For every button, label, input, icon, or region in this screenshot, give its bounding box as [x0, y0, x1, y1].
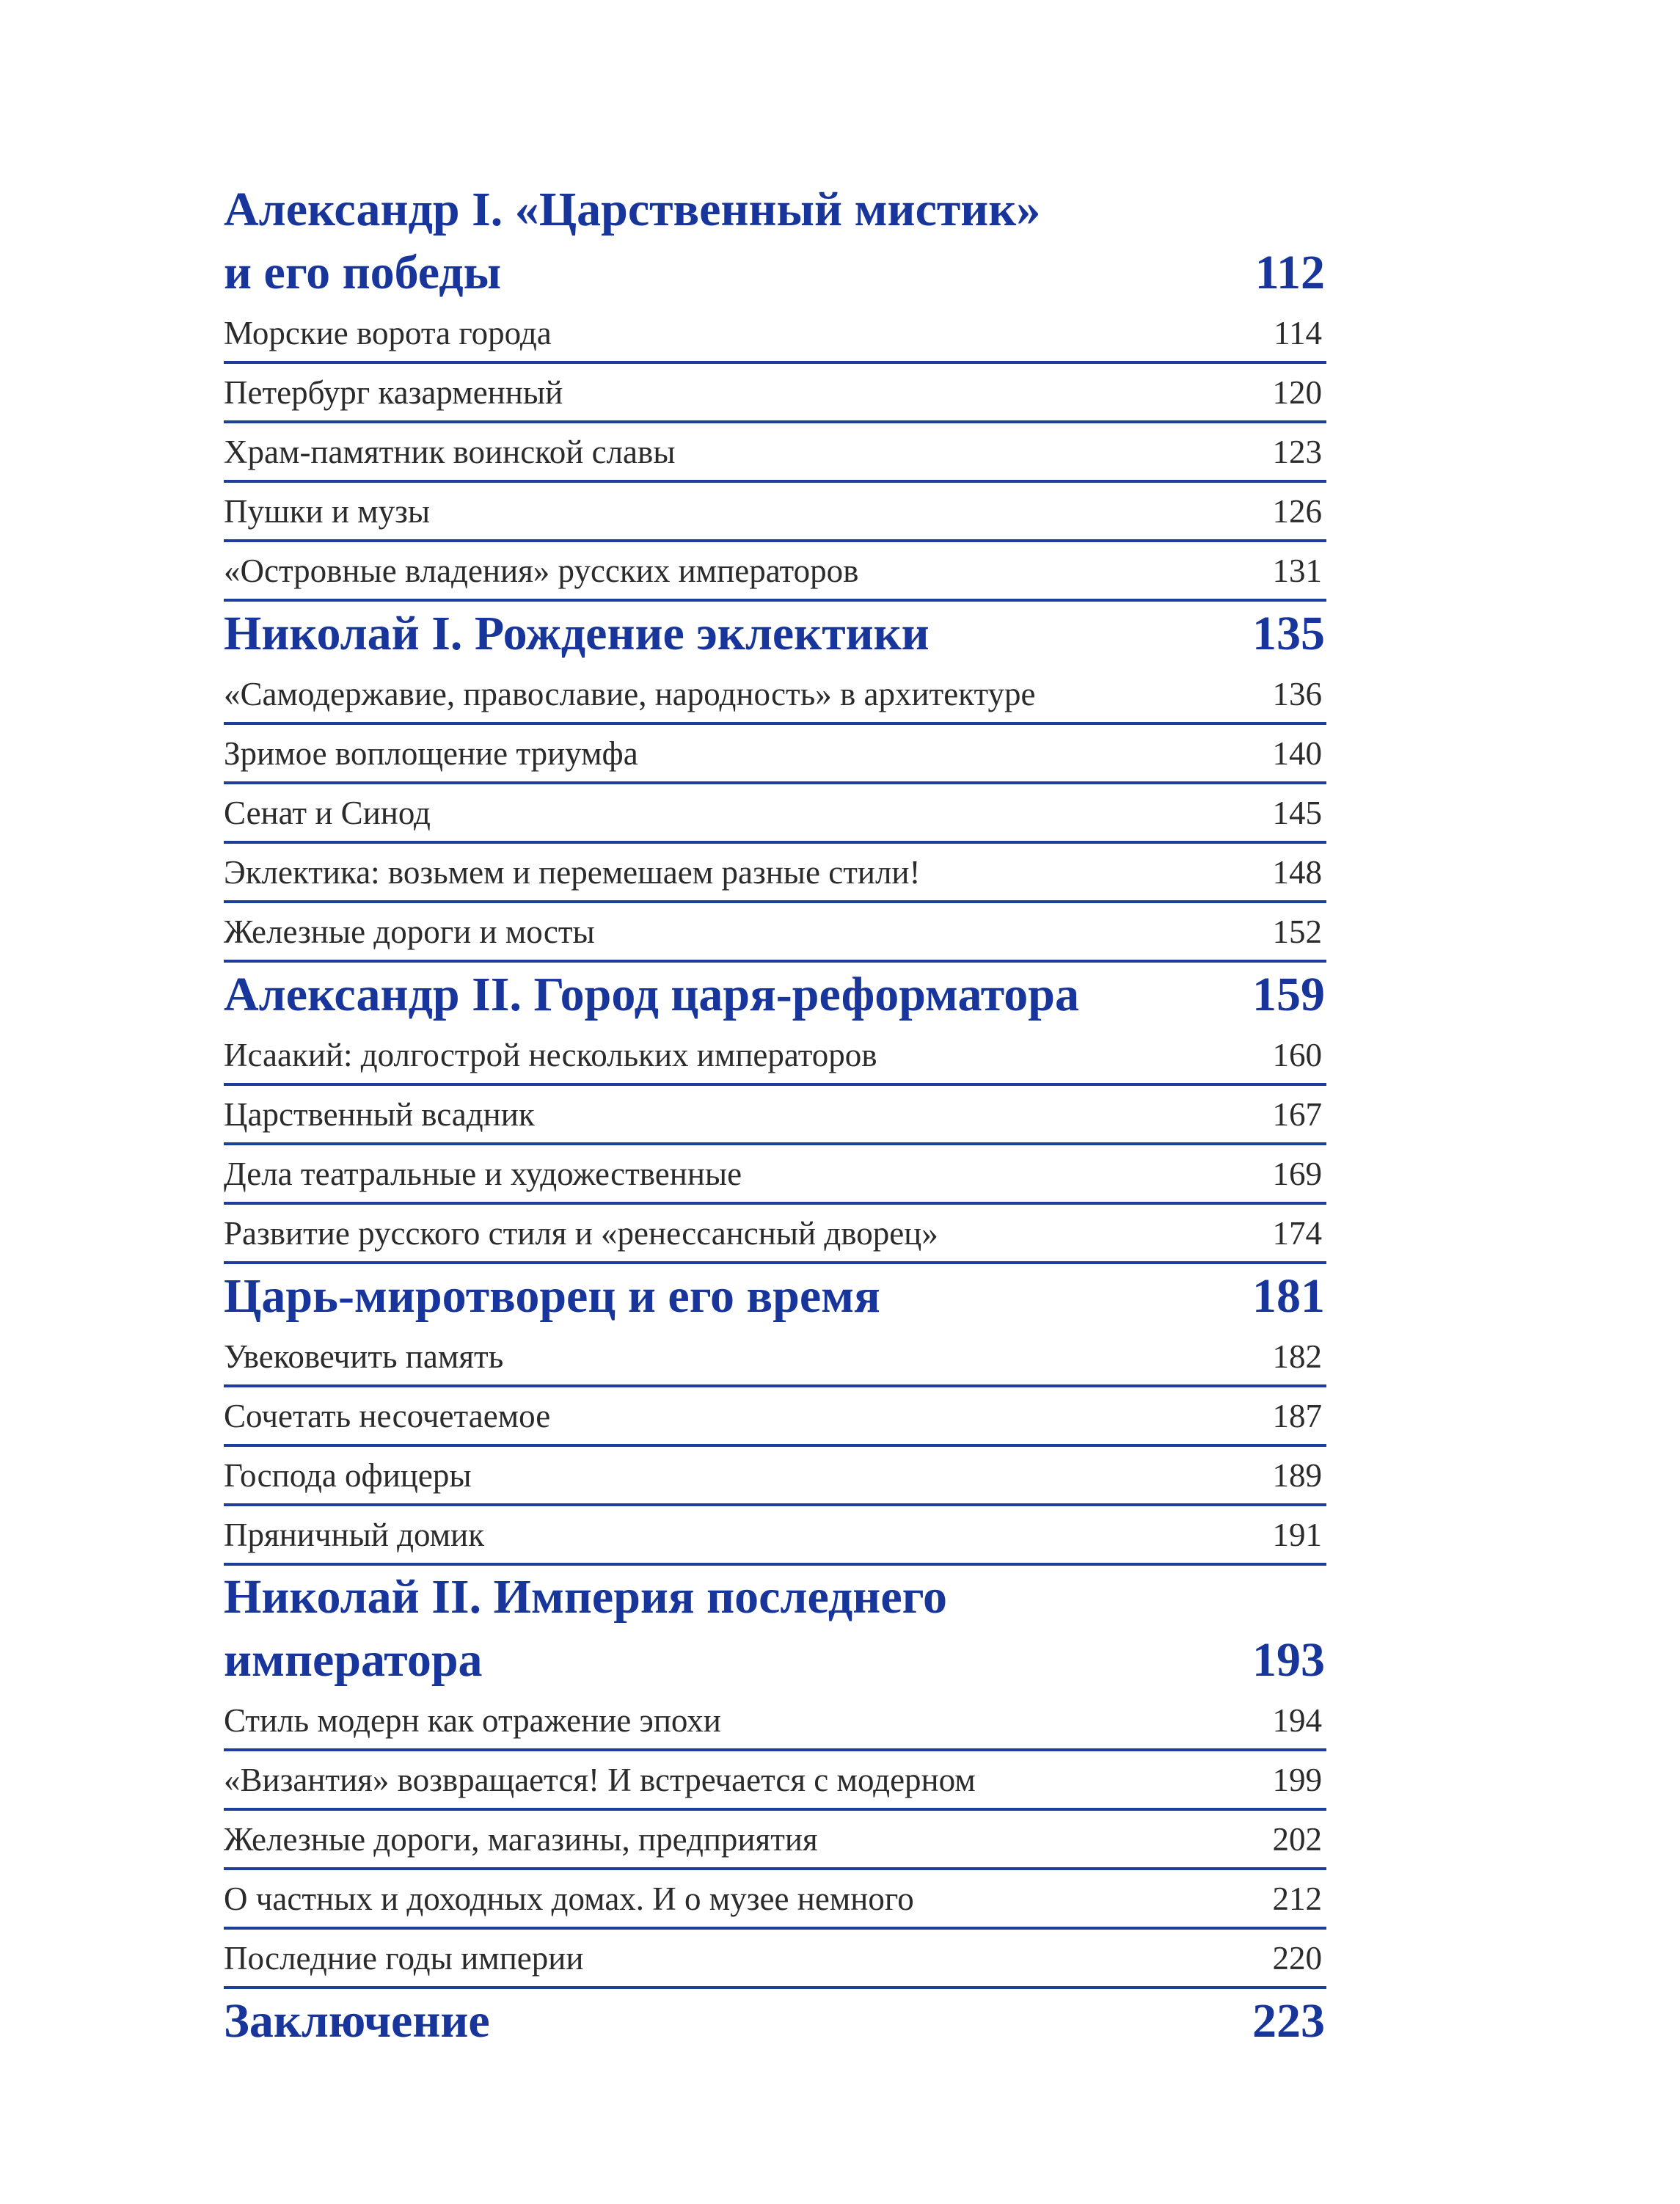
entry-page: 189 [1272, 1456, 1323, 1494]
chapter-heading: Николай I. Рождение эклектики 135 [224, 602, 1326, 665]
entry-page: 152 [1272, 913, 1323, 950]
entry-title: Увековечить память [224, 1338, 504, 1375]
entry-title: Сочетать несочетаемое [224, 1397, 551, 1434]
entry-page: 191 [1272, 1516, 1323, 1553]
entry-title: Дела театральные и художественные [224, 1155, 742, 1192]
entry-page: 212 [1272, 1880, 1323, 1917]
entry-title: Пряничный домик [224, 1516, 485, 1553]
entry-title: Петербург казарменный [224, 373, 563, 411]
toc-entry: Эклектика: возьмем и перемешаем разные с… [224, 844, 1326, 903]
entry-page: 140 [1272, 734, 1323, 772]
chapter-page: 193 [1252, 1633, 1325, 1687]
toc-entry: Дела театральные и художественные 169 [224, 1145, 1326, 1205]
entry-page: 182 [1272, 1338, 1323, 1375]
entry-page: 199 [1272, 1761, 1323, 1798]
entry-page: 174 [1272, 1214, 1323, 1252]
entry-title: Храм-памятник воинской славы [224, 433, 676, 470]
toc-entry: «Островные владения» русских императоров… [224, 542, 1326, 602]
toc-entry: Увековечить память 182 [224, 1328, 1326, 1387]
toc-entry: «Византия» возвращается! И встречается с… [224, 1751, 1326, 1811]
entry-title: Железные дороги и мосты [224, 913, 595, 950]
entry-title: Морские ворота города [224, 314, 552, 351]
toc-entry: Исаакий: долгострой нескольких император… [224, 1026, 1326, 1086]
entry-page: 194 [1272, 1701, 1323, 1739]
toc-entry: Развитие русского стиля и «ренессансный … [224, 1205, 1326, 1264]
chapter-title: Николай II. Империя последнего император… [224, 1570, 947, 1687]
chapter-title: Царь-миротворец и его время [224, 1269, 880, 1323]
toc-entry: Пряничный домик 191 [224, 1506, 1326, 1566]
entry-title: Зримое воплощение триумфа [224, 734, 638, 772]
entry-page: 187 [1272, 1397, 1323, 1434]
toc-entry: Храм-памятник воинской славы 123 [224, 423, 1326, 483]
entry-title: «Островные владения» русских императоров [224, 552, 859, 589]
toc-entry: Пушки и музы 126 [224, 483, 1326, 542]
entry-page: 145 [1272, 794, 1323, 831]
toc-entry: Последние годы империи 220 [224, 1930, 1326, 1989]
entry-page: 202 [1272, 1820, 1323, 1858]
entry-title: О частных и доходных домах. И о музее не… [224, 1880, 914, 1917]
table-of-contents: Александр I. «Царственный мистик» и его … [224, 178, 1326, 2053]
entry-page: 160 [1272, 1036, 1323, 1073]
toc-entry: Железные дороги, магазины, предприятия 20… [224, 1811, 1326, 1870]
entry-page: 114 [1274, 314, 1322, 351]
entry-title: Стиль модерн как отражение эпохи [224, 1701, 721, 1739]
toc-entry: Царственный всадник 167 [224, 1086, 1326, 1145]
entry-page: 131 [1272, 552, 1323, 589]
chapter-page: 159 [1252, 967, 1325, 1021]
chapter-page: 135 [1252, 606, 1325, 660]
entry-title: Сенат и Синод [224, 794, 431, 831]
toc-entry: Морские ворота города 114 [224, 304, 1326, 364]
entry-title: «Самодержавие, православие, народность» … [224, 675, 1036, 712]
entry-page: 136 [1272, 675, 1323, 712]
entry-page: 220 [1272, 1939, 1323, 1977]
entry-page: 148 [1272, 853, 1323, 891]
entry-title: Эклектика: возьмем и перемешаем разные с… [224, 853, 921, 891]
toc-entry: Зримое воплощение триумфа 140 [224, 725, 1326, 784]
chapter-heading: Александр I. «Царственный мистик» и его … [224, 178, 1326, 304]
toc-entry: Господа офицеры 189 [224, 1447, 1326, 1506]
entry-title: Царственный всадник [224, 1095, 535, 1133]
toc-entry: О частных и доходных домах. И о музее не… [224, 1870, 1326, 1930]
entry-title: Исаакий: долгострой нескольких император… [224, 1036, 877, 1073]
toc-entry: Сочетать несочетаемое 187 [224, 1387, 1326, 1447]
chapter-heading: Заключение 223 [224, 1989, 1326, 2053]
chapter-heading: Царь-миротворец и его время 181 [224, 1264, 1326, 1328]
entry-page: 123 [1272, 433, 1323, 470]
chapter-heading: Александр II. Город царя-реформатора 159 [224, 963, 1326, 1026]
toc-entry: Петербург казарменный 120 [224, 364, 1326, 423]
entry-title: «Византия» возвращается! И встречается с… [224, 1761, 976, 1798]
entry-title: Последние годы империи [224, 1939, 584, 1977]
chapter-page: 112 [1254, 246, 1325, 299]
entry-title: Развитие русского стиля и «ренессансный … [224, 1214, 938, 1252]
chapter-heading: Николай II. Империя последнего император… [224, 1566, 1326, 1692]
entry-page: 120 [1272, 373, 1323, 411]
entry-page: 169 [1272, 1155, 1323, 1192]
chapter-page: 181 [1252, 1269, 1325, 1323]
toc-entry: Сенат и Синод 145 [224, 784, 1326, 844]
chapter-page: 223 [1252, 1993, 1325, 2048]
entry-title: Господа офицеры [224, 1456, 472, 1494]
chapter-title: Николай I. Рождение эклектики [224, 606, 930, 660]
entry-title: Пушки и музы [224, 492, 431, 530]
toc-entry: «Самодержавие, православие, народность» … [224, 665, 1326, 725]
chapter-title: Александр II. Город царя-реформатора [224, 967, 1079, 1021]
entry-title: Железные дороги, магазины, предприятия [224, 1820, 818, 1858]
toc-entry: Стиль модерн как отражение эпохи 194 [224, 1692, 1326, 1751]
toc-entry: Железные дороги и мосты 152 [224, 903, 1326, 963]
entry-page: 126 [1272, 492, 1323, 530]
entry-page: 167 [1272, 1095, 1323, 1133]
chapter-title: Заключение [224, 1993, 490, 2048]
chapter-title: Александр I. «Царственный мистик» и его … [224, 183, 1041, 299]
